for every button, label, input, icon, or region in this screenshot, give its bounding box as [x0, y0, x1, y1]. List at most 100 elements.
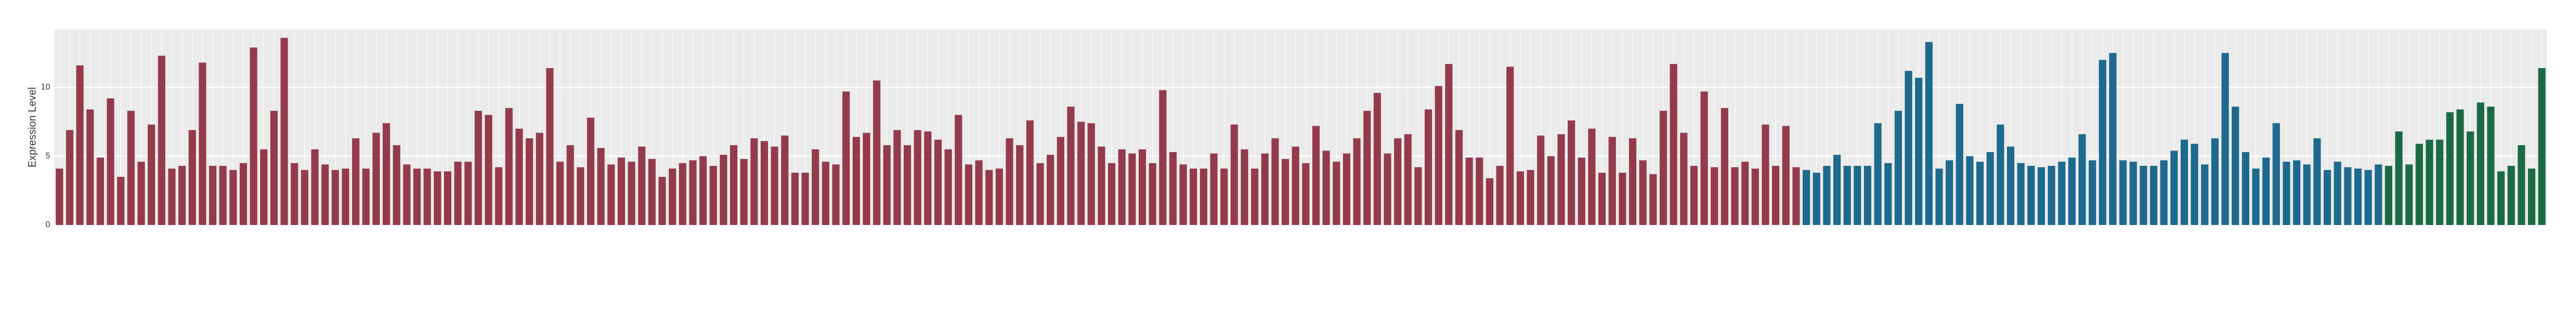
bar — [1322, 151, 1330, 225]
bar — [934, 139, 942, 225]
bar — [2487, 106, 2495, 225]
bar — [1741, 162, 1749, 225]
bar — [638, 146, 646, 225]
bar — [66, 130, 73, 225]
bar — [86, 109, 94, 225]
bar — [1036, 163, 1044, 225]
bar — [1108, 163, 1115, 225]
bar — [1660, 110, 1667, 225]
bar — [1649, 174, 1657, 225]
bar — [628, 162, 636, 225]
bar — [2364, 170, 2372, 225]
bar — [444, 171, 452, 225]
bar — [689, 160, 697, 225]
bar — [475, 110, 482, 225]
bar — [2038, 167, 2045, 225]
bar — [2262, 157, 2270, 225]
bar — [1751, 168, 1759, 225]
bar — [2303, 164, 2311, 225]
bar — [1414, 167, 1422, 225]
bar — [2517, 145, 2525, 225]
bar — [188, 130, 196, 225]
bar — [362, 168, 370, 225]
bar — [658, 176, 666, 225]
bar — [556, 162, 564, 225]
bar — [1312, 126, 1320, 225]
bar — [2374, 164, 2382, 225]
bar — [2456, 109, 2464, 225]
bar — [2446, 112, 2454, 225]
bar — [2109, 53, 2117, 225]
bar — [454, 162, 462, 225]
bar — [2528, 168, 2535, 225]
bar — [505, 108, 513, 225]
bar — [76, 65, 84, 226]
bar — [1026, 120, 1034, 225]
bar — [1802, 170, 1810, 225]
bar — [2058, 162, 2066, 225]
bar — [342, 168, 349, 225]
bar — [842, 91, 850, 225]
bar — [903, 145, 911, 225]
bar — [1067, 106, 1075, 225]
bar — [996, 168, 1003, 225]
bar — [1332, 162, 1340, 225]
bar — [1813, 172, 1821, 225]
bar — [1527, 170, 1535, 225]
bar — [1639, 160, 1647, 225]
bar — [1128, 153, 1136, 225]
bar — [2068, 157, 2076, 225]
bar — [1833, 155, 1841, 225]
bar — [2007, 146, 2014, 225]
bar — [1996, 124, 2004, 225]
bar — [372, 133, 380, 225]
bar — [321, 164, 329, 225]
bar — [873, 80, 880, 225]
bar — [1465, 157, 1473, 225]
bar — [1169, 152, 1177, 225]
bar — [2181, 139, 2188, 225]
bar — [1517, 171, 1524, 225]
bar — [853, 137, 860, 225]
bar — [1016, 145, 1024, 225]
bar — [1506, 67, 1514, 225]
bar — [791, 172, 799, 225]
bar — [1628, 138, 1636, 225]
bar — [97, 157, 105, 225]
bar — [1046, 155, 1054, 225]
bar — [2497, 171, 2505, 225]
bar — [2129, 162, 2137, 225]
bar — [1547, 156, 1555, 225]
bar — [1220, 168, 1228, 225]
bar — [1567, 120, 1575, 225]
bar — [352, 138, 359, 225]
bar — [607, 164, 615, 225]
bar — [2283, 162, 2290, 225]
bar — [1884, 163, 1892, 225]
bar — [107, 98, 115, 225]
bar — [1139, 149, 1147, 225]
bar — [1384, 153, 1391, 225]
bar — [883, 145, 891, 225]
bar — [597, 148, 605, 225]
bar — [55, 168, 63, 225]
bar — [382, 123, 390, 225]
bar — [2252, 168, 2260, 225]
bar — [1424, 109, 1432, 225]
bar — [1700, 91, 1708, 225]
bar — [1853, 165, 1861, 225]
bar — [699, 156, 707, 225]
bar — [147, 124, 155, 225]
bar — [1363, 110, 1371, 225]
bar — [2436, 139, 2444, 225]
bar — [240, 163, 247, 225]
bar — [1394, 138, 1401, 225]
bar — [1374, 92, 1381, 225]
bar — [2231, 106, 2239, 225]
bar — [423, 168, 431, 225]
bar — [433, 171, 441, 225]
bar — [750, 138, 758, 225]
y-tick-label: 0 — [45, 220, 50, 229]
